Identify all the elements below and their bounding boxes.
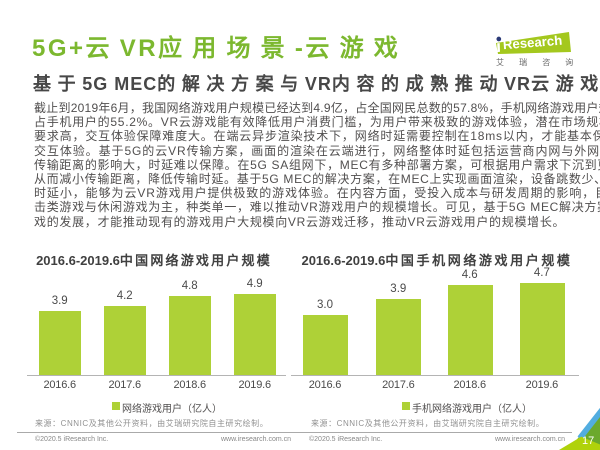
- svg-text:17: 17: [582, 435, 594, 447]
- svg-text:Research: Research: [502, 33, 562, 53]
